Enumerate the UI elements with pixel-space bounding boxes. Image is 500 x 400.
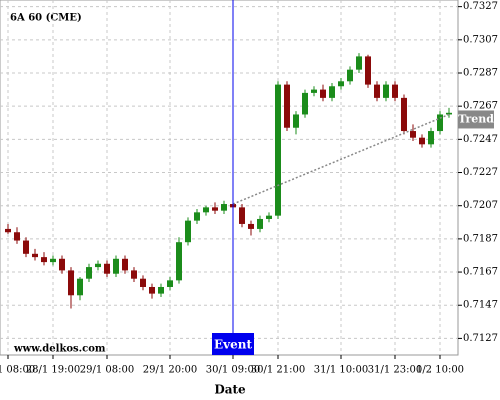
candle-body — [446, 112, 452, 115]
candle-body — [5, 228, 11, 233]
candle-body — [158, 286, 164, 294]
y-tick-label: 0.7187 — [463, 233, 498, 244]
candle-body — [284, 84, 290, 128]
candle-body — [32, 253, 38, 258]
y-tick-label: 0.7267 — [463, 101, 498, 112]
x-tick-label: 31/1 10:00 — [314, 365, 368, 376]
x-tick-label: 27/1 08:00 — [0, 365, 35, 376]
y-tick-label: 0.7207 — [463, 200, 498, 211]
candle-body — [77, 278, 83, 296]
candle-body — [410, 131, 416, 138]
candle-body — [212, 207, 218, 211]
y-tick-label: 0.7167 — [463, 267, 498, 278]
x-tick-label: 1/2 10:00 — [416, 365, 464, 376]
candle-body — [167, 280, 173, 287]
y-tick-label: 0.7127 — [463, 333, 498, 344]
candle-body — [185, 220, 191, 243]
candle-body — [68, 270, 74, 296]
candle-body — [257, 218, 263, 229]
x-tick-label: 28/1 19:00 — [26, 365, 80, 376]
candle-body — [95, 263, 101, 268]
candle-body — [365, 56, 371, 85]
candle-body — [194, 212, 200, 221]
x-tick-label: 30/1 21:00 — [251, 365, 305, 376]
candle-body — [329, 86, 335, 98]
y-tick-label: 0.7227 — [463, 167, 498, 178]
candle-body — [176, 242, 182, 281]
candle-body — [401, 97, 407, 132]
candle-body — [374, 84, 380, 98]
candle-body — [311, 89, 317, 93]
candle-body — [383, 84, 389, 98]
y-tick-label: 0.7247 — [463, 134, 498, 145]
candle-body — [302, 92, 308, 115]
candle-body — [392, 84, 398, 98]
candle-body — [50, 258, 56, 263]
candle-body — [275, 84, 281, 216]
plot-area — [0, 0, 459, 356]
candle-body — [86, 267, 92, 279]
y-tick-label: 0.7147 — [463, 300, 498, 311]
chart-title: 6A 60 (CME) — [10, 13, 82, 24]
candle-body — [41, 257, 47, 263]
x-tick-label: 29/1 08:00 — [80, 365, 134, 376]
candle-body — [293, 114, 299, 128]
x-axis-label: Date — [214, 383, 246, 397]
candle-body — [203, 207, 209, 213]
candle-body — [266, 215, 272, 219]
candle-body — [356, 56, 362, 70]
candle-body — [419, 137, 425, 145]
x-tick-label: 30/1 09:00 — [206, 365, 260, 376]
trend-line — [232, 113, 450, 205]
y-tick-label: 0.7327 — [463, 1, 498, 12]
event-label: Event — [214, 338, 252, 352]
candle-body — [428, 131, 434, 145]
y-tick-label: 0.7287 — [463, 67, 498, 78]
candle-body — [338, 81, 344, 87]
candle-body — [59, 258, 65, 271]
candle-body — [437, 114, 443, 132]
candle-body — [23, 240, 29, 254]
candle-body — [14, 232, 20, 241]
x-tick-label: 29/1 20:00 — [143, 365, 197, 376]
candle-body — [239, 207, 245, 224]
candle-body — [221, 204, 227, 211]
candle-body — [149, 286, 155, 294]
candle-body — [113, 258, 119, 274]
y-tick-label: 0.7307 — [463, 34, 498, 45]
watermark: www.delkos.com — [13, 344, 106, 355]
trend-label: Trend — [458, 112, 494, 125]
candle-body — [131, 270, 137, 279]
candle-body — [104, 263, 110, 274]
candle-body — [320, 89, 326, 98]
candle-body — [248, 223, 254, 229]
candle-body — [347, 69, 353, 82]
candle-body — [122, 258, 128, 271]
candle-body — [140, 278, 146, 287]
event-label-box — [212, 333, 254, 355]
trend-label-box — [458, 110, 494, 129]
x-tick-label: 31/1 23:00 — [368, 365, 422, 376]
